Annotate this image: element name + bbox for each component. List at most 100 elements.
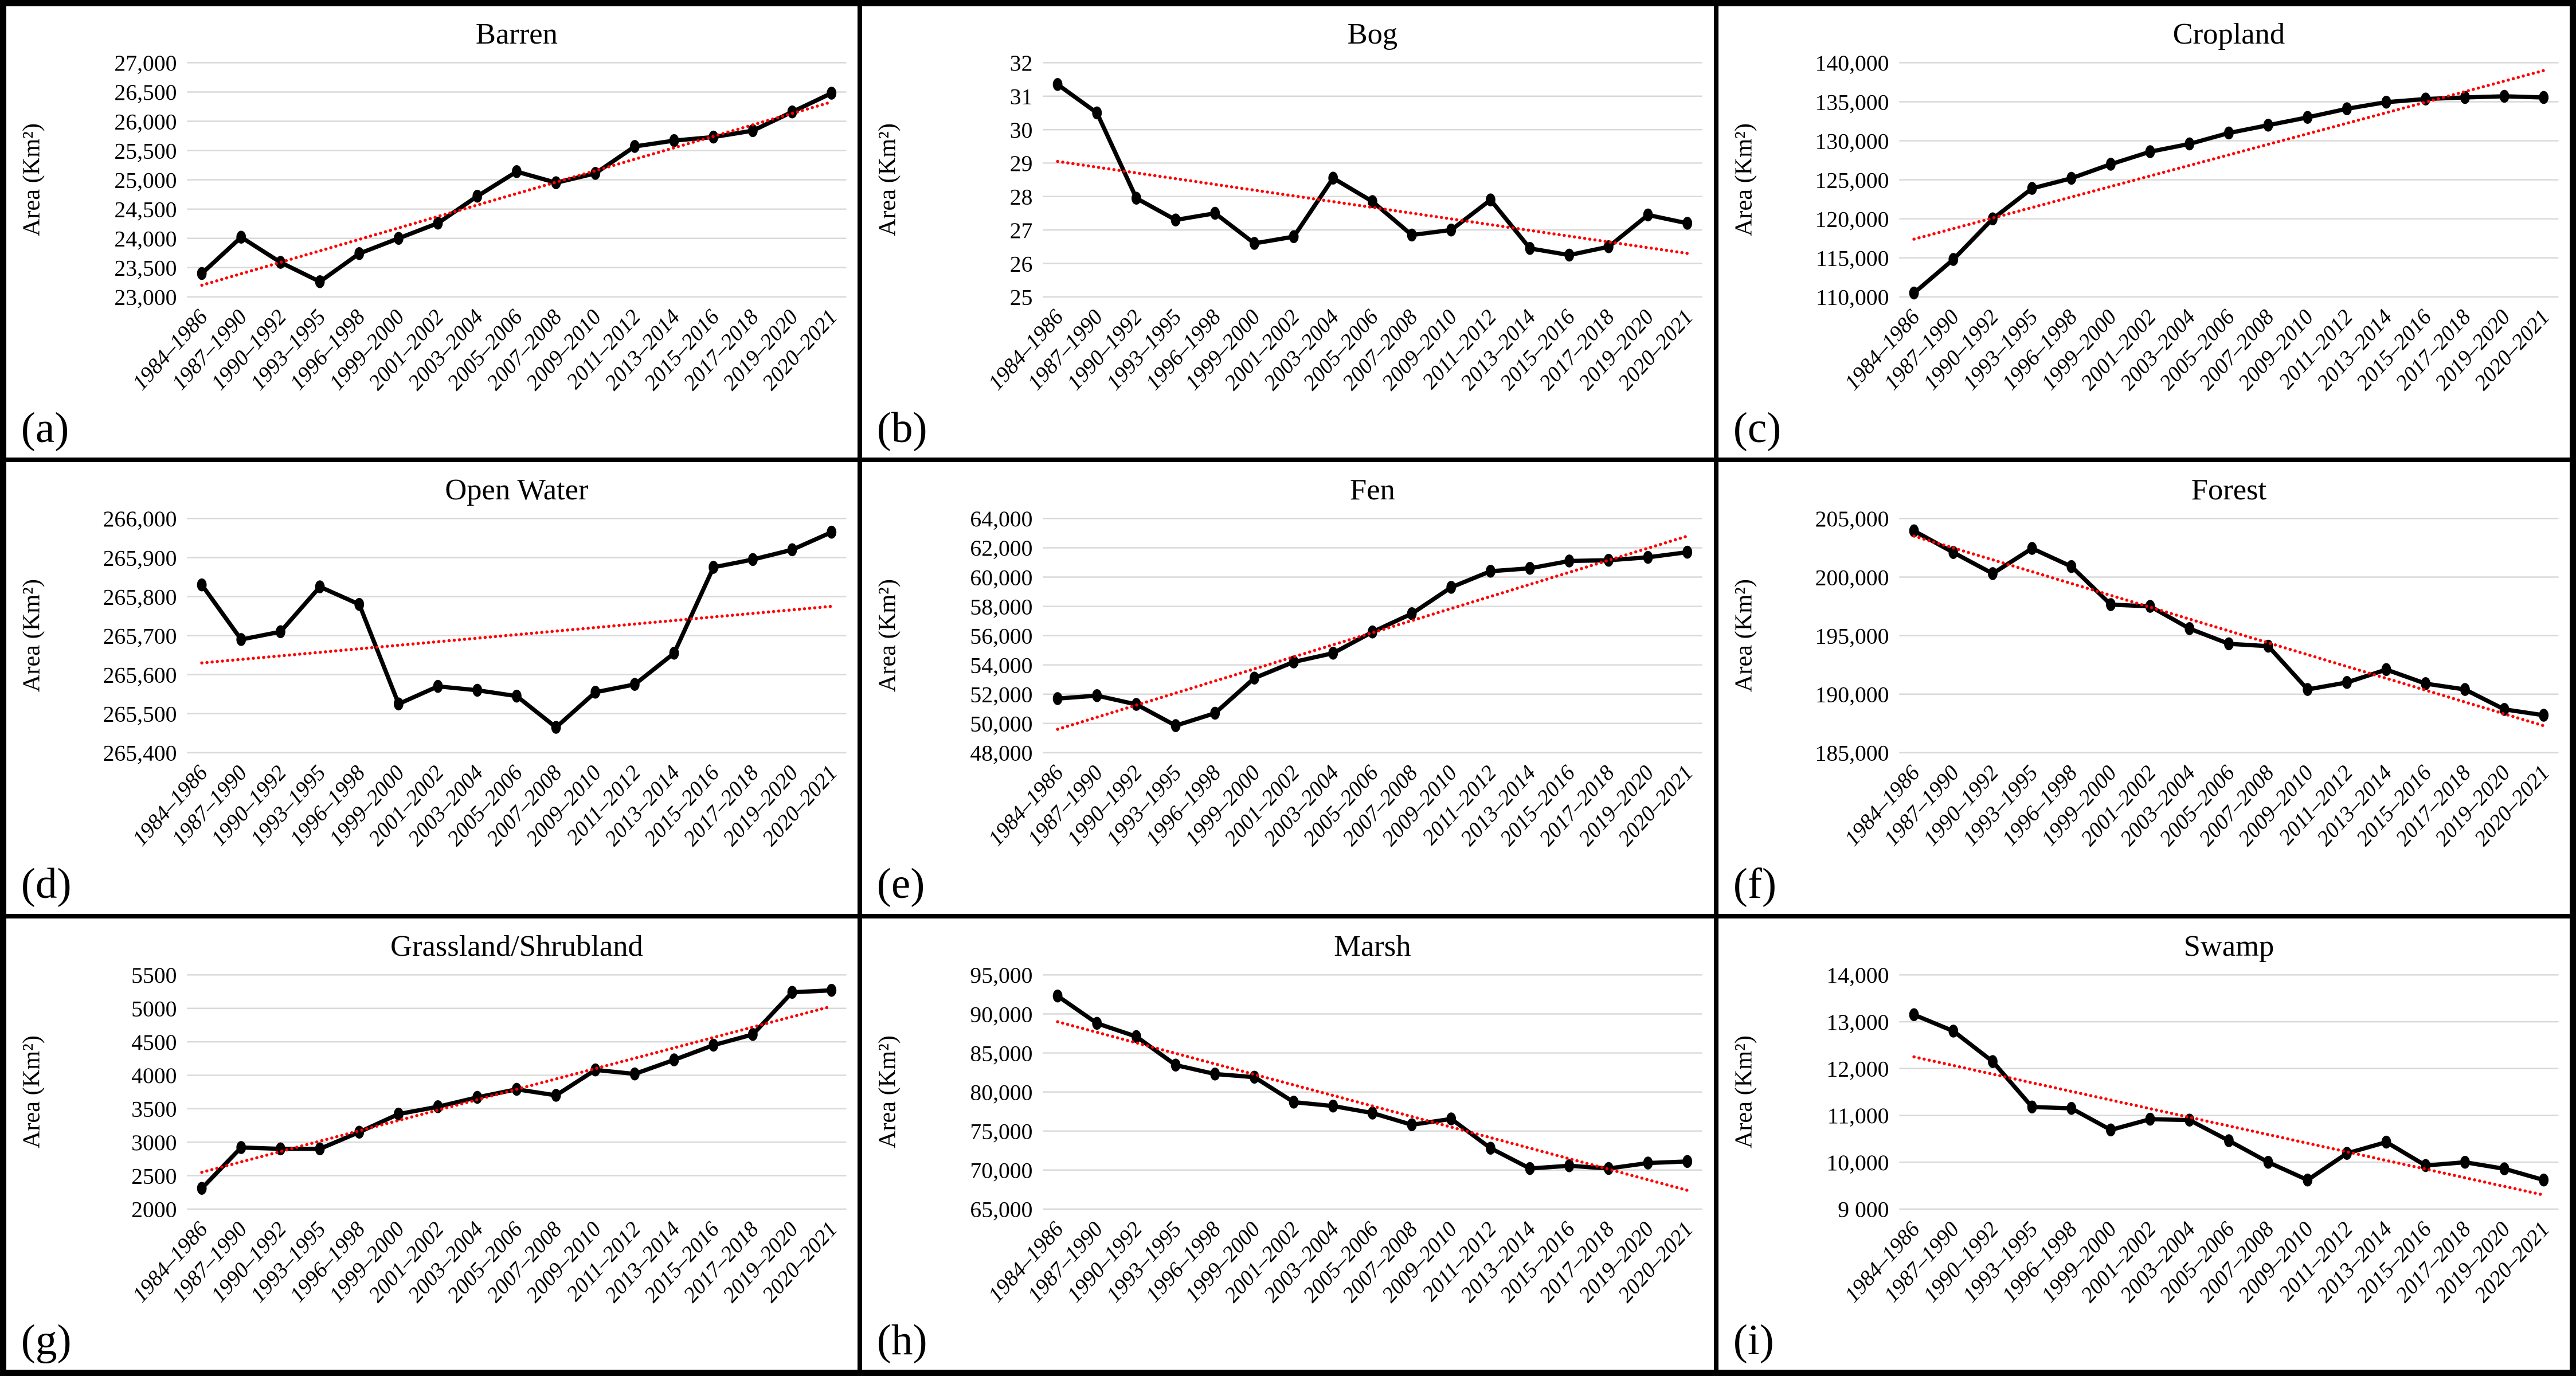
data-point bbox=[1250, 671, 1260, 685]
data-point bbox=[1909, 524, 1919, 538]
y-tick-label: 25,000 bbox=[114, 168, 177, 193]
data-point bbox=[393, 1107, 404, 1121]
data-point bbox=[1486, 193, 1496, 206]
y-tick-label: 52,000 bbox=[970, 682, 1033, 707]
data-point bbox=[433, 216, 443, 230]
data-point bbox=[2263, 119, 2273, 132]
y-tick-label: 29 bbox=[1010, 151, 1033, 176]
data-point bbox=[2263, 1155, 2273, 1169]
data-point bbox=[1328, 171, 1338, 185]
data-point bbox=[1909, 286, 1919, 300]
y-tick-label: 185,000 bbox=[1815, 741, 1889, 766]
y-tick-label: 265,500 bbox=[103, 702, 177, 727]
y-tick-label: 265,700 bbox=[103, 624, 177, 649]
data-point bbox=[1328, 1099, 1338, 1113]
chart-title: Grassland/Shrubland bbox=[390, 929, 643, 963]
y-axis-title: Area (Km²) bbox=[18, 123, 45, 236]
data-point bbox=[708, 561, 719, 574]
data-point bbox=[1987, 212, 1998, 226]
data-point bbox=[1643, 208, 1653, 222]
y-tick-label: 265,900 bbox=[103, 546, 177, 571]
data-point bbox=[2105, 1123, 2116, 1136]
data-point bbox=[1564, 248, 1575, 262]
y-tick-label: 50,000 bbox=[970, 712, 1033, 737]
data-point bbox=[1170, 213, 1181, 226]
data-point bbox=[2342, 102, 2352, 116]
chart-panel-e: 48,000 50,000 52,000 54,000 56,000 58,000 60,0… bbox=[860, 460, 1716, 916]
y-axis-title: Area (Km²) bbox=[1730, 579, 1757, 692]
data-point bbox=[1987, 1054, 1998, 1068]
y-tick-label: 5000 bbox=[131, 996, 177, 1021]
data-point bbox=[629, 140, 640, 153]
data-point bbox=[2460, 1155, 2470, 1169]
data-point bbox=[1909, 1008, 1919, 1021]
trend-line bbox=[1912, 69, 2546, 241]
data-point bbox=[1052, 692, 1063, 706]
data-point bbox=[2066, 171, 2076, 185]
data-point bbox=[1525, 241, 1535, 255]
data-point bbox=[1643, 551, 1653, 564]
y-tick-label: 12,000 bbox=[1826, 1056, 1889, 1081]
data-point bbox=[1486, 565, 1496, 578]
data-series bbox=[1912, 94, 2544, 295]
y-tick-label: 24,000 bbox=[114, 226, 177, 252]
data-point bbox=[1948, 1024, 1958, 1038]
y-axis-title: Area (Km²) bbox=[874, 1035, 901, 1148]
y-tick-label: 25 bbox=[1010, 285, 1033, 310]
data-point bbox=[551, 176, 561, 190]
panel-letter: (g) bbox=[21, 1316, 72, 1364]
y-tick-label: 140,000 bbox=[1815, 50, 1889, 76]
data-point bbox=[1643, 1156, 1653, 1170]
data-point bbox=[1289, 655, 1299, 669]
line-chart-marsh: 65,000 70,000 75,000 80,000 85,000 90,000 95,0… bbox=[874, 929, 1702, 1364]
line-chart-forest: 185,000190,000195,000200,000205,0001984–… bbox=[1730, 473, 2559, 908]
y-tick-label: 265,800 bbox=[103, 585, 177, 610]
data-point bbox=[708, 1038, 719, 1051]
y-tick-label: 26 bbox=[1010, 251, 1033, 276]
data-point bbox=[1682, 217, 1693, 230]
y-tick-label: 130,000 bbox=[1815, 128, 1889, 154]
data-point bbox=[2184, 622, 2194, 636]
chart-title: Open Water bbox=[445, 473, 588, 506]
y-tick-label: 60,000 bbox=[970, 565, 1033, 591]
data-point bbox=[629, 1067, 640, 1081]
y-tick-label: 70,000 bbox=[970, 1158, 1033, 1183]
trend-line bbox=[200, 100, 833, 287]
line-chart-swamp: 9 00010,00011,00012,00013,00014,0001984–… bbox=[1730, 929, 2559, 1363]
data-point bbox=[1368, 195, 1378, 208]
y-tick-label: 85,000 bbox=[970, 1041, 1033, 1066]
trend-line bbox=[1912, 1055, 2546, 1197]
y-axis-title: Area (Km²) bbox=[874, 579, 901, 692]
y-tick-label: 27 bbox=[1010, 218, 1033, 243]
data-point bbox=[629, 678, 640, 691]
data-point bbox=[315, 1142, 325, 1155]
y-tick-label: 125,000 bbox=[1815, 168, 1889, 193]
data-point bbox=[669, 134, 679, 147]
data-point bbox=[1604, 1162, 1614, 1175]
data-point bbox=[1604, 554, 1614, 567]
data-point bbox=[2223, 637, 2234, 651]
data-point bbox=[1407, 1118, 1417, 1131]
y-tick-label: 30 bbox=[1010, 118, 1033, 143]
data-point bbox=[1368, 1106, 1378, 1120]
data-point bbox=[1948, 253, 1958, 266]
trend-line bbox=[1056, 534, 1689, 732]
y-tick-label: 23,000 bbox=[114, 285, 177, 310]
chart-title: Bog bbox=[1348, 17, 1398, 50]
data-point bbox=[2381, 95, 2391, 109]
data-point bbox=[2027, 182, 2037, 195]
data-point bbox=[2105, 158, 2116, 171]
data-point bbox=[2145, 1112, 2155, 1125]
panel-letter: (h) bbox=[877, 1316, 927, 1364]
data-point bbox=[1092, 1017, 1102, 1030]
data-point bbox=[1328, 647, 1338, 660]
data-point bbox=[1092, 106, 1102, 120]
trend-line bbox=[1056, 1020, 1689, 1192]
chart-panel-h: 65,000 70,000 75,000 80,000 85,000 90,000 95,0… bbox=[860, 916, 1716, 1372]
y-tick-label: 23,500 bbox=[114, 256, 177, 281]
data-point bbox=[2538, 709, 2548, 722]
data-point bbox=[551, 1088, 561, 1102]
chart-panel-d: 265,400 265,500 265,600 265,700 265,800 265,9… bbox=[4, 460, 860, 916]
data-point bbox=[472, 1090, 483, 1104]
panel-letter: (c) bbox=[1733, 404, 1781, 452]
